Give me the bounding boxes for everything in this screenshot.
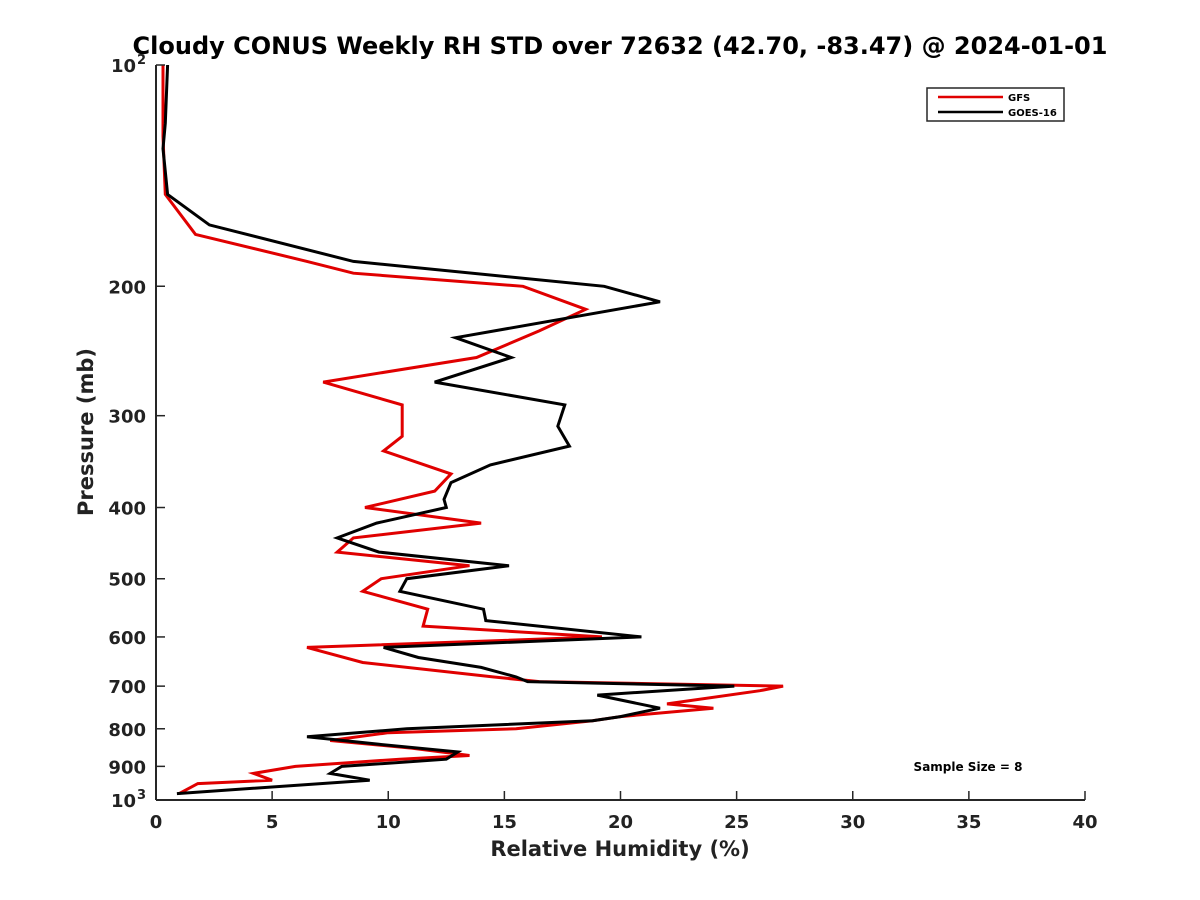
- legend-box: [926, 87, 1065, 122]
- x-tick-label: 35: [956, 812, 981, 833]
- chart-title: Cloudy CONUS Weekly RH STD over 72632 (4…: [133, 32, 1108, 60]
- y-axis-label: Pressure (mb): [74, 348, 98, 516]
- y-tick-label: 10: [111, 56, 136, 77]
- x-tick-label: 15: [492, 812, 517, 833]
- x-tick-label: 25: [724, 812, 749, 833]
- plot-area: [156, 65, 1085, 800]
- series-layer: [161, 64, 784, 796]
- x-ticks: 0 5 10 15 20 25 30 35 40: [150, 791, 1098, 833]
- x-tick-label: 10: [376, 812, 401, 833]
- y-tick-label: 400: [108, 499, 146, 520]
- y-tick-label: 10: [111, 791, 136, 812]
- y-tick-exponent: 3: [137, 788, 146, 803]
- y-tick-label: 600: [108, 628, 146, 649]
- legend-label: GFS: [1008, 93, 1030, 104]
- series-line-goes-16: [161, 64, 735, 796]
- y-tick-label: 800: [108, 720, 146, 741]
- legend: GFS GOES-16: [926, 87, 1065, 122]
- y-tick-label: 700: [108, 677, 146, 698]
- sample-size-annotation: Sample Size = 8: [914, 760, 1023, 774]
- x-axis-label: Relative Humidity (%): [490, 837, 749, 861]
- x-tick-label: 20: [608, 812, 633, 833]
- legend-label: GOES-16: [1008, 108, 1057, 119]
- x-tick-label: 40: [1072, 812, 1097, 833]
- y-tick-label: 500: [108, 570, 146, 591]
- y-tick-label: 200: [108, 277, 146, 298]
- x-tick-label: 0: [150, 812, 163, 833]
- y-tick-exponent: 2: [137, 53, 146, 68]
- y-tick-label: 900: [108, 757, 146, 778]
- y-tick-label: 300: [108, 407, 146, 428]
- x-tick-label: 5: [266, 812, 279, 833]
- x-tick-label: 30: [840, 812, 865, 833]
